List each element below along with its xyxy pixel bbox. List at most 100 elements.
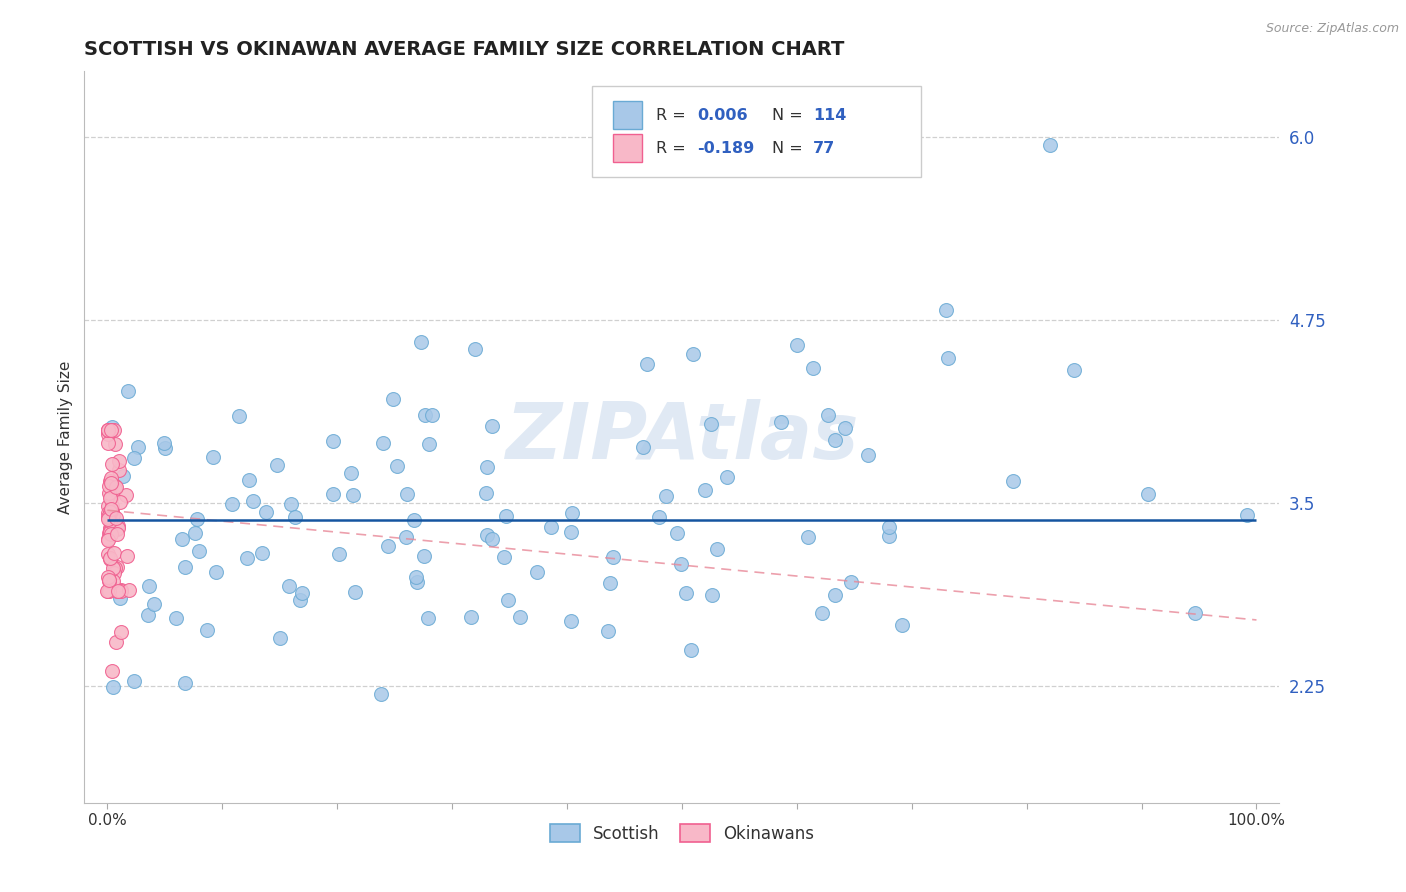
- Point: [174, 676, 197, 690]
- Point: [716, 469, 738, 483]
- Point: [856, 448, 879, 462]
- Point: [834, 420, 856, 434]
- Point: [110, 583, 132, 598]
- Point: [1001, 474, 1024, 488]
- Point: [418, 437, 440, 451]
- Point: [103, 423, 125, 437]
- Point: [682, 347, 704, 361]
- Point: [110, 624, 132, 639]
- Point: [107, 520, 129, 534]
- Point: [526, 565, 548, 579]
- Point: [100, 504, 122, 518]
- Point: [98, 551, 121, 566]
- Point: [266, 458, 288, 473]
- Point: [342, 488, 364, 502]
- Point: [495, 509, 517, 524]
- Point: [101, 488, 124, 502]
- Point: [803, 360, 825, 375]
- Point: [97, 583, 120, 598]
- Point: [675, 586, 697, 600]
- Point: [636, 357, 658, 371]
- Point: [117, 549, 139, 563]
- Point: [409, 334, 432, 349]
- Point: [655, 489, 678, 503]
- Text: 114: 114: [814, 108, 846, 123]
- Point: [786, 338, 808, 352]
- Point: [97, 423, 120, 437]
- Point: [877, 519, 900, 533]
- Point: [107, 453, 129, 467]
- Point: [560, 524, 582, 539]
- Point: [598, 624, 620, 639]
- Point: [104, 479, 127, 493]
- Point: [498, 592, 520, 607]
- Point: [173, 559, 195, 574]
- Point: [460, 610, 482, 624]
- Point: [104, 436, 127, 450]
- Point: [98, 423, 121, 437]
- Point: [236, 551, 259, 566]
- Point: [107, 519, 129, 533]
- Point: [631, 441, 654, 455]
- Point: [561, 506, 583, 520]
- Point: [107, 583, 129, 598]
- Legend: Scottish, Okinawans: Scottish, Okinawans: [543, 817, 821, 849]
- Point: [101, 681, 124, 695]
- Point: [122, 673, 145, 688]
- Point: [100, 502, 122, 516]
- Point: [416, 611, 439, 625]
- Point: [100, 517, 122, 532]
- Point: [170, 532, 193, 546]
- Point: [100, 419, 122, 434]
- Point: [104, 480, 127, 494]
- Point: [103, 546, 125, 560]
- Point: [105, 583, 128, 598]
- Text: ZIPAtlas: ZIPAtlas: [505, 399, 859, 475]
- Point: [112, 469, 135, 483]
- Point: [464, 343, 486, 357]
- Point: [666, 525, 689, 540]
- Point: [97, 512, 120, 526]
- Text: N =: N =: [772, 108, 807, 123]
- Point: [404, 513, 426, 527]
- Point: [100, 423, 122, 437]
- Point: [186, 512, 208, 526]
- Point: [824, 588, 846, 602]
- Point: [669, 557, 692, 571]
- FancyBboxPatch shape: [613, 135, 643, 162]
- Point: [101, 508, 124, 522]
- Point: [277, 579, 299, 593]
- Point: [97, 526, 120, 541]
- Point: [242, 493, 264, 508]
- Point: [420, 408, 443, 422]
- Point: [103, 574, 125, 588]
- Point: [100, 514, 122, 528]
- Point: [877, 528, 900, 542]
- Point: [105, 559, 128, 574]
- Point: [100, 471, 122, 485]
- Point: [100, 524, 122, 539]
- Point: [97, 532, 120, 546]
- Point: [100, 476, 122, 491]
- Point: [387, 459, 409, 474]
- Point: [509, 610, 531, 624]
- Point: [124, 451, 146, 466]
- Point: [205, 566, 228, 580]
- Text: -0.189: -0.189: [697, 141, 755, 156]
- Point: [98, 552, 121, 566]
- Point: [1039, 137, 1062, 152]
- Text: 0.006: 0.006: [697, 108, 748, 123]
- Point: [322, 434, 344, 449]
- Point: [238, 474, 260, 488]
- Point: [97, 423, 120, 437]
- Point: [477, 528, 499, 542]
- Point: [254, 505, 277, 519]
- Point: [101, 503, 124, 517]
- Point: [97, 533, 120, 547]
- Point: [188, 543, 211, 558]
- Point: [1136, 487, 1159, 501]
- Point: [797, 530, 820, 544]
- Text: R =: R =: [655, 141, 690, 156]
- Point: [100, 491, 122, 506]
- Point: [101, 664, 124, 678]
